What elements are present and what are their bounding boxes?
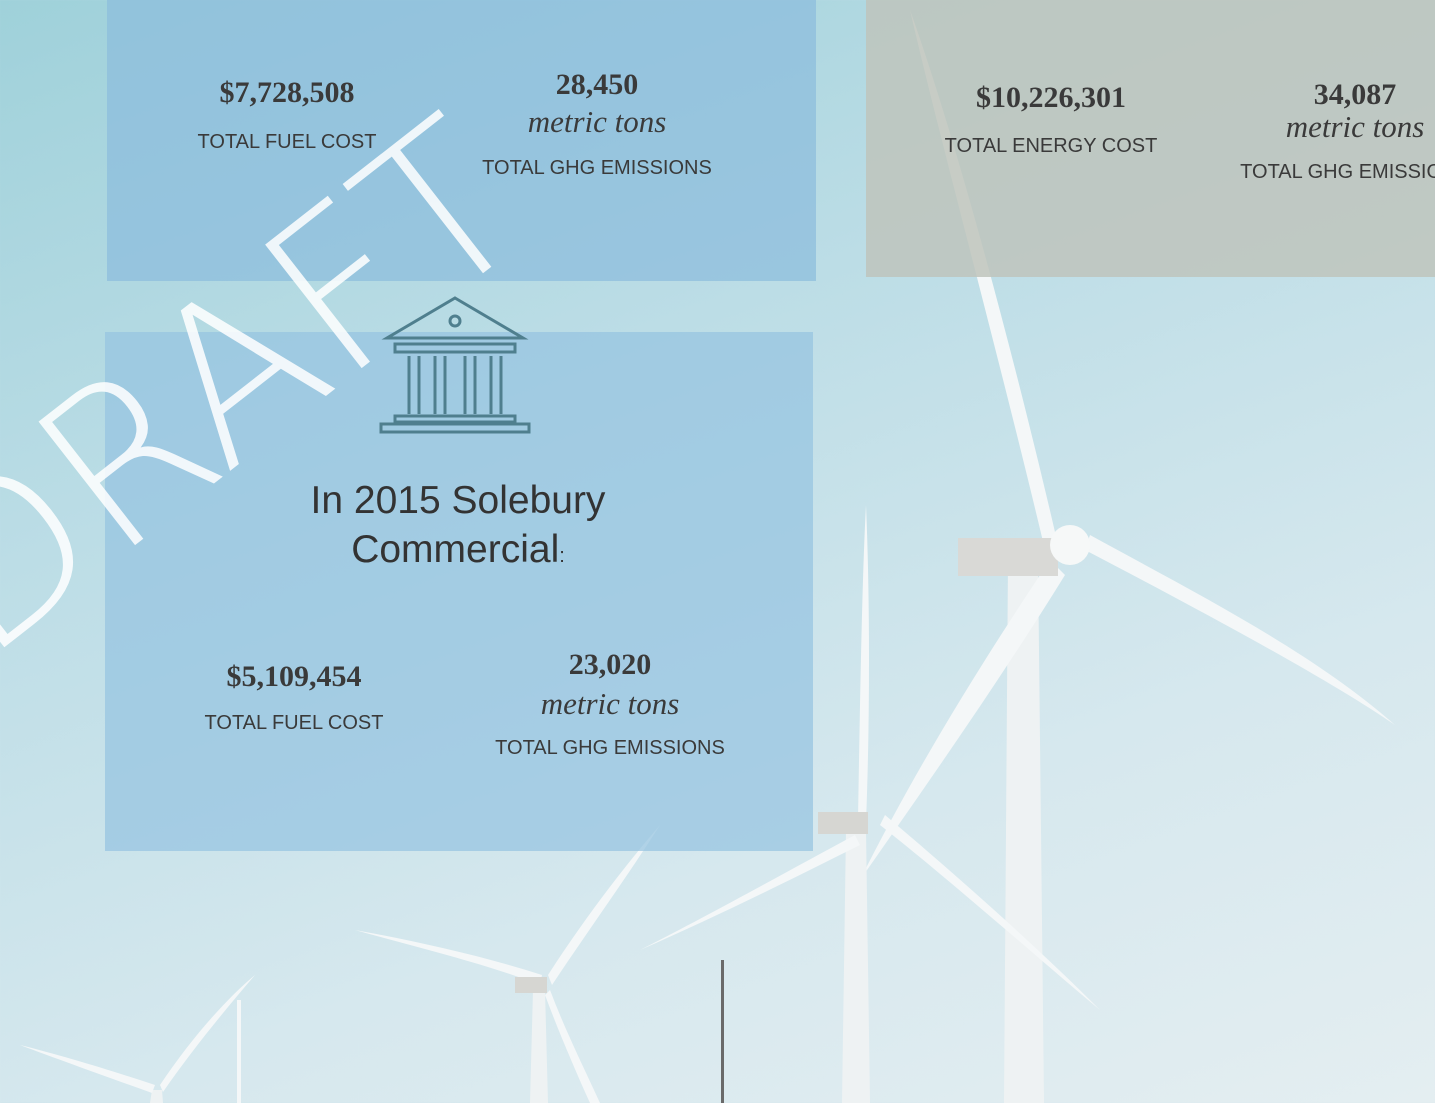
commercial-panel: In 2015 Solebury Commercial: $5,109,454 … xyxy=(105,296,813,851)
stat-label: TOTAL GHG EMISSIONS xyxy=(495,737,725,759)
stat-value: 28,450 xyxy=(555,68,639,101)
stat-label: TOTAL GHG EMISSIONS xyxy=(1240,161,1435,183)
heading-suffix: : xyxy=(559,545,565,567)
stat-unit: metric tons xyxy=(1285,109,1425,144)
heading-text: Commercial xyxy=(351,528,560,571)
stat-label: TOTAL FUEL COST xyxy=(204,712,384,734)
stat-label: TOTAL ENERGY COST xyxy=(944,135,1158,157)
stat-value: $5,109,454 xyxy=(226,660,362,693)
stat-label: TOTAL FUEL COST xyxy=(197,131,377,153)
heading-line: Commercial: xyxy=(351,528,565,572)
stat-value: $10,226,301 xyxy=(976,81,1126,114)
stat-unit: metric tons xyxy=(527,104,667,139)
stat-value: $7,728,508 xyxy=(219,76,355,109)
heading-line: In 2015 Solebury xyxy=(310,479,606,522)
energy-panel: $10,226,301 TOTAL ENERGY COST 34,087 met… xyxy=(866,0,1435,277)
stat-unit: metric tons xyxy=(540,686,680,721)
residential-panel: $7,728,508 TOTAL FUEL COST 28,450 metric… xyxy=(107,0,816,281)
stat-value: 23,020 xyxy=(568,648,652,681)
stat-label: TOTAL GHG EMISSIONS xyxy=(482,157,712,179)
building-icon xyxy=(379,296,531,434)
stat-value: 34,087 xyxy=(1313,78,1397,111)
